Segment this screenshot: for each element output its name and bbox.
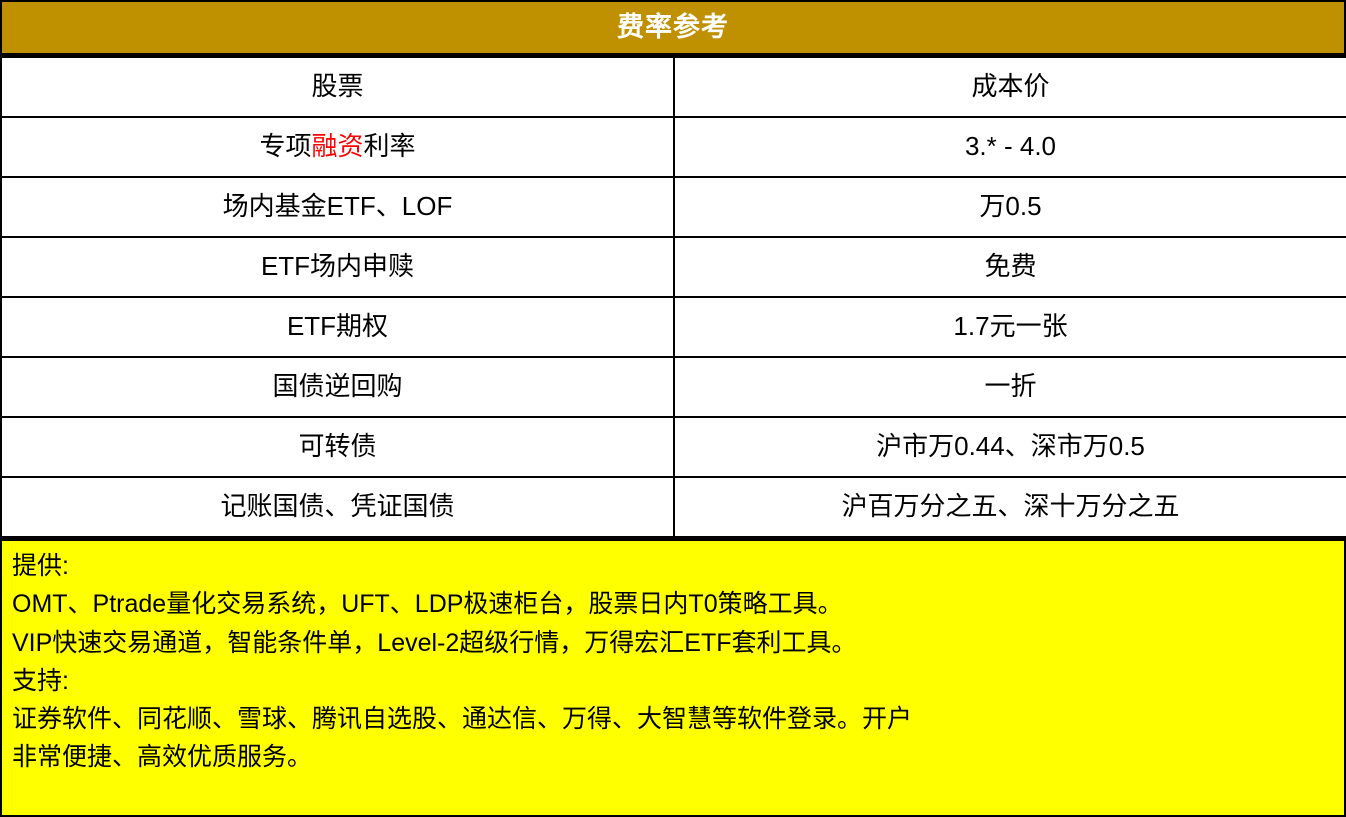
row-item-label-2: ETF场内申赎 (0, 236, 675, 298)
table-row: 场内基金ETF、LOF 万0.5 (0, 176, 1346, 238)
row-item-label-1: 场内基金ETF、LOF (0, 176, 675, 238)
row-item-text-highlight-0: 融资 (311, 131, 364, 162)
notes-line-0: 提供: (12, 552, 69, 580)
notes-line-3: 支持: (12, 666, 69, 695)
row-value-1: 万0.5 (673, 176, 1346, 238)
row-item-text-suffix-0: 利率 (363, 131, 416, 162)
table-row: ETF场内申赎 免费 (0, 236, 1346, 298)
table-row: 国债逆回购 一折 (0, 356, 1346, 418)
table-row: 专项融资利率 3.* - 4.0 (0, 116, 1346, 178)
row-item-label-4: 国债逆回购 (0, 356, 675, 418)
fee-rate-table: 股票 成本价 专项融资利率 3.* - 4.0 场内基金ETF、LOF 万0.5… (0, 56, 1346, 538)
notes-line-4: 证券软件、同花顺、雪球、腾讯自选股、通达信、万得、大智慧等软件登录。开户 (12, 705, 913, 733)
row-value-4: 一折 (673, 356, 1346, 418)
table-row: 可转债 沪市万0.44、深市万0.5 (0, 416, 1346, 478)
row-item-label-5: 可转债 (0, 416, 675, 478)
row-item-text-prefix-0: 专项 (259, 131, 312, 162)
column-header-item: 股票 (0, 56, 675, 118)
row-item-label-0: 专项融资利率 (0, 116, 675, 178)
table-header-row: 股票 成本价 (0, 56, 1346, 118)
services-notes-block: 提供: OMT、Ptrade量化交易系统，UFT、LDP极速柜台，股票日内T0策… (0, 538, 1346, 817)
row-value-2: 免费 (673, 236, 1346, 298)
page-title: 费率参考 (617, 12, 729, 42)
row-item-label-3: ETF期权 (0, 296, 675, 358)
fee-rate-table-body: 股票 成本价 专项融资利率 3.* - 4.0 场内基金ETF、LOF 万0.5… (0, 56, 1346, 538)
row-item-label-6: 记账国债、凭证国债 (0, 476, 675, 538)
notes-line-1: OMT、Ptrade量化交易系统，UFT、LDP极速柜台，股票日内T0策略工具。 (12, 590, 843, 619)
table-row: 记账国债、凭证国债 沪百万分之五、深十万分之五 (0, 476, 1346, 538)
row-value-3: 1.7元一张 (673, 296, 1346, 358)
row-value-6: 沪百万分之五、深十万分之五 (673, 476, 1346, 538)
notes-line-5: 非常便捷、高效优质服务。 (12, 743, 313, 772)
notes-line-2: VIP快速交易通道，智能条件单，Level-2超级行情，万得宏汇ETF套利工具。 (12, 628, 857, 657)
table-row: ETF期权 1.7元一张 (0, 296, 1346, 358)
row-value-0: 3.* - 4.0 (673, 116, 1346, 178)
row-value-5: 沪市万0.44、深市万0.5 (673, 416, 1346, 478)
title-banner: 费率参考 (0, 0, 1346, 56)
column-header-value: 成本价 (673, 56, 1346, 118)
